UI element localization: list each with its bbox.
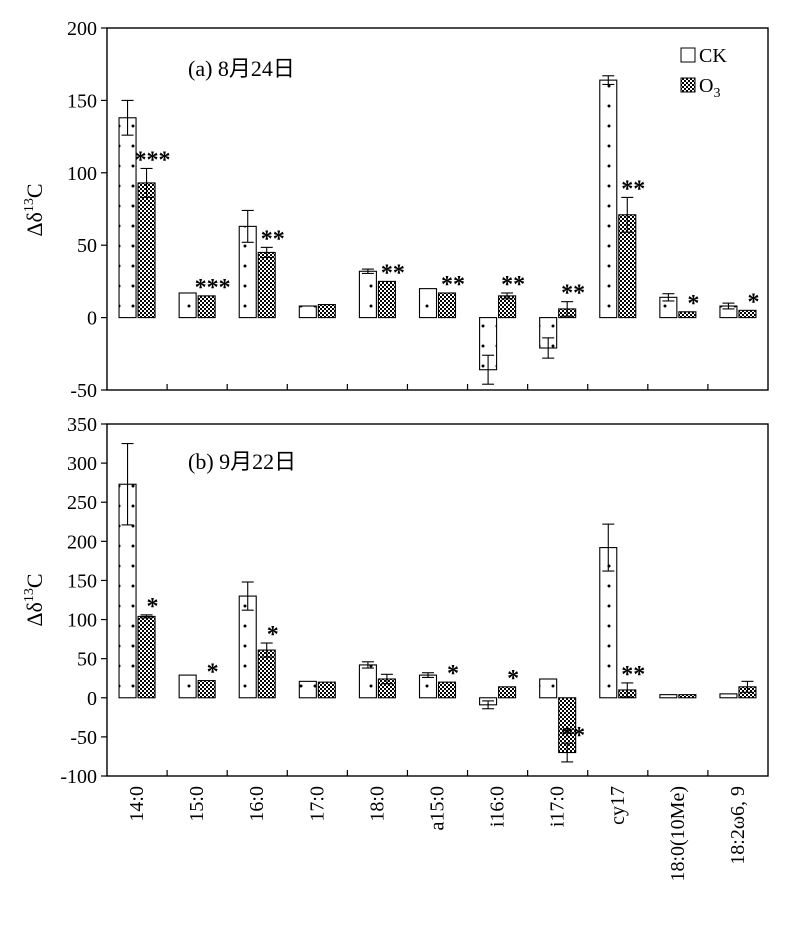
panel-a-title: (a) 8月24日	[188, 56, 295, 81]
bar-a-o3	[257, 251, 276, 319]
legend-swatch-ck	[680, 47, 696, 63]
y-tick-label-a: 200	[67, 18, 97, 40]
significance-label-a: *	[687, 291, 699, 317]
bar-a-o3	[437, 292, 457, 319]
y-tick-label-a: -50	[70, 380, 97, 402]
significance-label-b: **	[561, 723, 585, 749]
significance-label-a: ***	[135, 147, 171, 173]
x-category-label: 17:0	[306, 786, 328, 822]
plot-frame-a	[106, 27, 769, 391]
x-category-label: 18:0	[366, 786, 388, 822]
y-tick-label-b: -100	[60, 766, 97, 788]
significance-label-b: *	[267, 622, 279, 648]
x-category-label: cy17	[607, 786, 629, 825]
bar-b-ck	[539, 678, 558, 699]
bar-a-o3	[137, 182, 156, 319]
bar-a-o3	[317, 304, 336, 319]
x-category-label: i16:0	[487, 786, 509, 827]
y-tick-label-b: 300	[67, 453, 97, 475]
y-tick-label-b: 350	[67, 414, 97, 436]
legend-label-o3: O3	[699, 75, 720, 101]
significance-label-a: **	[561, 281, 585, 307]
bar-a-o3	[738, 309, 757, 319]
bar-a-o3	[197, 295, 216, 319]
bar-b-ck	[358, 664, 377, 699]
legend-label-ck: CK	[699, 45, 727, 67]
bar-a-ck	[358, 270, 377, 319]
significance-label-a: **	[501, 272, 525, 298]
panel-b-title: (b) 9月22日	[188, 449, 296, 474]
panel-b: (b) 9月22日 Δδ13C -100 -50 0 50 100 150 200 250 30…	[22, 414, 769, 788]
x-category-label: 18:2ω6, 9	[727, 786, 749, 865]
x-category-label: i17:0	[547, 786, 569, 827]
y-tick-label-b: 250	[67, 492, 97, 514]
y-tick-label-a: 50	[77, 235, 97, 257]
bar-b-ck	[238, 595, 257, 699]
bar-b-ck	[178, 674, 197, 699]
significance-label-b: *	[147, 594, 159, 620]
bar-a-ck	[178, 292, 197, 319]
bar-a-ck	[418, 288, 438, 319]
bar-a-o3	[678, 311, 697, 319]
bar-a-ck	[298, 305, 317, 319]
significance-label-b: *	[507, 666, 519, 692]
significance-label-a: **	[621, 176, 645, 202]
significance-label-a: **	[261, 226, 285, 252]
y-tick-label-a: 100	[67, 163, 97, 185]
bar-b-o3	[137, 615, 156, 699]
bar-b-o3	[437, 681, 457, 699]
legend-swatch-o3	[680, 77, 696, 93]
bar-b-ck	[298, 680, 317, 699]
y-tick-label-b: -50	[70, 727, 97, 749]
significance-label-b: *	[207, 660, 219, 686]
x-category-label: 16:0	[246, 786, 268, 822]
bar-b-o3	[317, 681, 336, 699]
y-tick-label-a: 0	[87, 308, 97, 330]
y-tick-label-b: 150	[67, 570, 97, 592]
significance-label-b: **	[621, 662, 645, 688]
bar-b-o3	[498, 686, 517, 699]
y-tick-label-b: 0	[87, 688, 97, 710]
x-category-label: 18:0(10Me)	[667, 786, 689, 882]
x-axis-category-labels: 14:0 15:0 16:0 17:0 18:0 a15:0 i16:0 i17:0 cy17 1…	[126, 786, 749, 882]
bar-b-ck	[418, 674, 438, 699]
bar-a-ck	[599, 79, 618, 319]
legend: CK O3	[680, 45, 727, 101]
bar-b-ck	[659, 694, 678, 699]
y-tick-label-b: 100	[67, 610, 97, 632]
bar-b-o3	[678, 694, 697, 699]
x-category-label: a15:0	[427, 786, 449, 830]
significance-label-b: *	[447, 661, 459, 687]
bar-a-ck	[118, 117, 137, 319]
significance-label-a: *	[747, 289, 759, 315]
panel-a-ylabel: Δδ13C	[22, 183, 47, 236]
y-tick-label-b: 50	[77, 649, 97, 671]
panel-a: (a) 8月24日 Δδ13C CK O3 -50050100150200***…	[22, 18, 769, 402]
significance-label-a: **	[381, 260, 405, 286]
y-tick-label-a: 150	[67, 90, 97, 112]
bar-a-o3	[377, 280, 396, 319]
bar-b-o3	[197, 680, 216, 699]
bar-b-ck	[719, 693, 738, 699]
plot-frame-b	[106, 423, 769, 777]
significance-label-a: **	[441, 272, 465, 298]
x-category-label: 15:0	[186, 786, 208, 822]
y-tick-label-b: 200	[67, 531, 97, 553]
x-category-label: 14:0	[126, 786, 148, 822]
panel-b-ylabel: Δδ13C	[22, 573, 47, 626]
significance-label-a: ***	[195, 275, 231, 301]
